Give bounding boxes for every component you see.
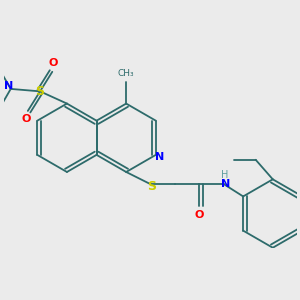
Text: O: O [22, 115, 31, 124]
Text: H: H [221, 170, 229, 180]
Text: O: O [49, 58, 58, 68]
Text: O: O [195, 210, 204, 220]
Text: N: N [4, 82, 13, 92]
Text: S: S [147, 180, 156, 193]
Text: S: S [36, 85, 45, 98]
Text: CH₃: CH₃ [118, 68, 134, 77]
Text: N: N [155, 152, 164, 162]
Text: N: N [220, 179, 230, 189]
